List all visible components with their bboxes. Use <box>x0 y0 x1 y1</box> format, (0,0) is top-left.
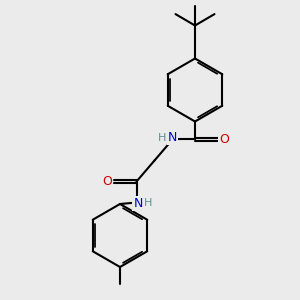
Text: O: O <box>219 133 229 146</box>
Text: N: N <box>133 196 143 210</box>
Text: O: O <box>103 175 112 188</box>
Text: H: H <box>144 198 152 208</box>
Text: H: H <box>158 133 166 143</box>
Text: N: N <box>168 131 177 144</box>
